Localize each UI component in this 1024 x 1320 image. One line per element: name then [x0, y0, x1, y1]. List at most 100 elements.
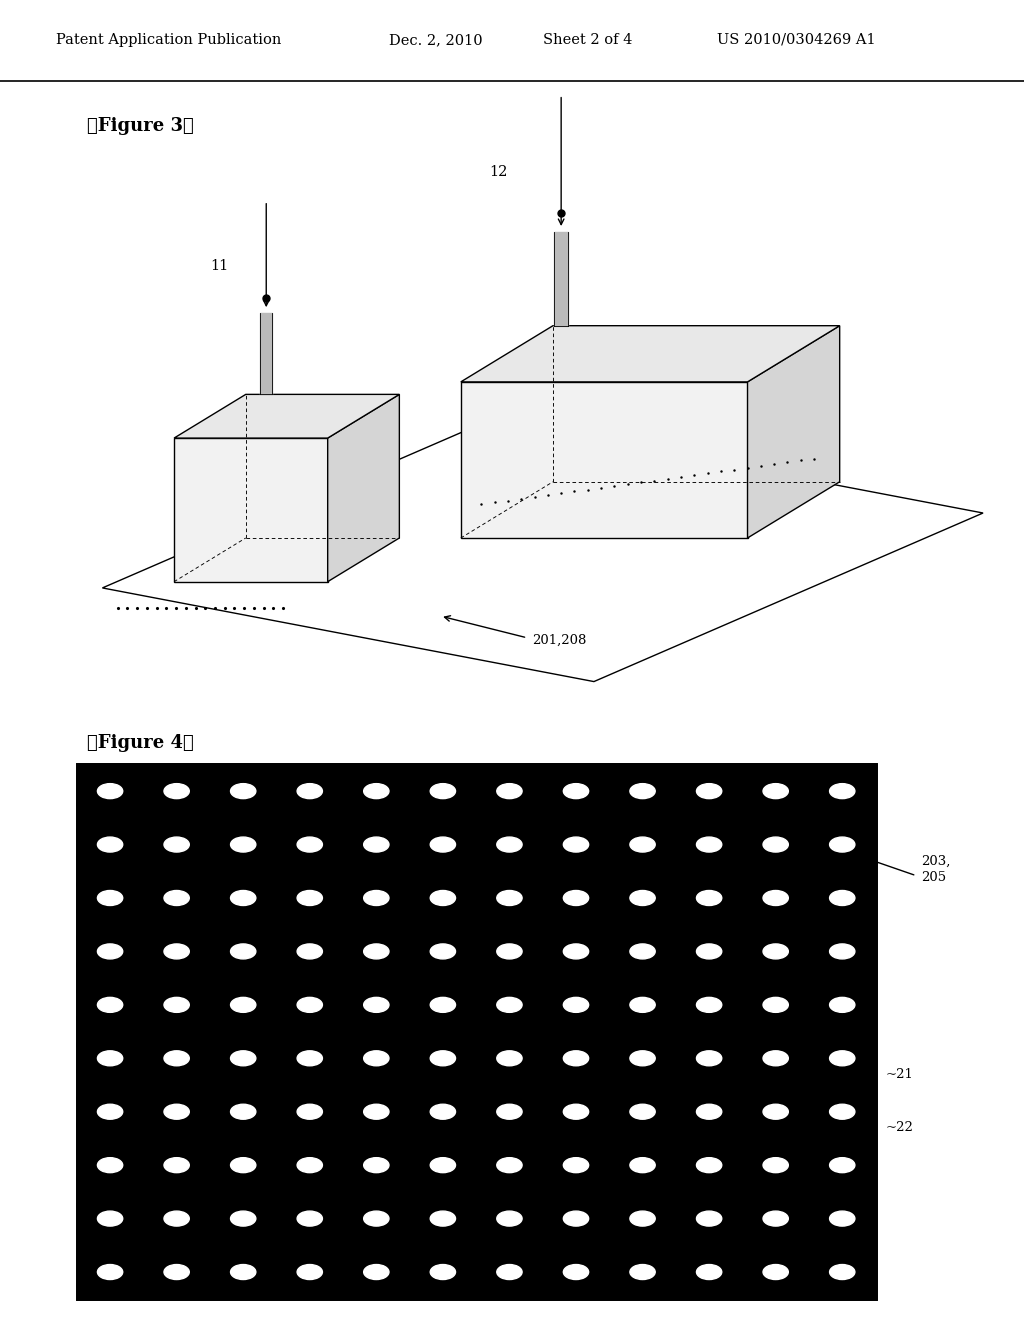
Circle shape [210, 875, 244, 895]
Circle shape [676, 875, 709, 895]
Circle shape [410, 1035, 443, 1055]
Circle shape [510, 1275, 543, 1295]
Circle shape [842, 1222, 876, 1242]
Circle shape [676, 1222, 709, 1242]
Circle shape [443, 1168, 476, 1188]
Circle shape [276, 1222, 310, 1242]
Circle shape [176, 768, 210, 788]
Circle shape [430, 1105, 456, 1119]
Circle shape [577, 1196, 609, 1216]
Circle shape [543, 954, 575, 974]
Circle shape [476, 1275, 510, 1295]
Circle shape [111, 902, 143, 921]
Circle shape [476, 954, 510, 974]
Circle shape [676, 1115, 709, 1135]
Circle shape [410, 1061, 443, 1081]
Circle shape [77, 847, 111, 867]
Text: 【Figure 4】: 【Figure 4】 [87, 734, 194, 752]
Circle shape [164, 1105, 189, 1119]
Circle shape [77, 1061, 111, 1081]
Circle shape [842, 768, 876, 788]
Circle shape [630, 891, 655, 906]
Circle shape [742, 821, 776, 841]
Circle shape [776, 1008, 809, 1028]
Circle shape [497, 837, 522, 853]
Circle shape [776, 1249, 809, 1269]
Circle shape [643, 847, 676, 867]
Circle shape [210, 902, 244, 921]
Circle shape [276, 768, 310, 788]
Circle shape [77, 1222, 111, 1242]
Circle shape [77, 875, 111, 895]
Circle shape [143, 954, 176, 974]
Circle shape [776, 1275, 809, 1295]
Circle shape [630, 784, 655, 799]
Circle shape [543, 1061, 575, 1081]
Circle shape [410, 768, 443, 788]
Circle shape [97, 837, 123, 853]
Circle shape [842, 1008, 876, 1028]
Circle shape [630, 1210, 655, 1226]
Circle shape [709, 1222, 742, 1242]
Circle shape [809, 1035, 842, 1055]
Circle shape [364, 784, 389, 799]
Circle shape [842, 1249, 876, 1269]
Circle shape [497, 998, 522, 1012]
Circle shape [176, 902, 210, 921]
Circle shape [164, 1051, 189, 1065]
Circle shape [476, 1222, 510, 1242]
Circle shape [276, 1196, 310, 1216]
Text: Dec. 2, 2010: Dec. 2, 2010 [389, 33, 482, 46]
Circle shape [829, 1210, 855, 1226]
Circle shape [476, 1249, 510, 1269]
Circle shape [210, 1275, 244, 1295]
Circle shape [709, 1115, 742, 1135]
Circle shape [377, 1115, 410, 1135]
Circle shape [443, 768, 476, 788]
Circle shape [244, 954, 276, 974]
Circle shape [210, 1089, 244, 1109]
Circle shape [77, 821, 111, 841]
Circle shape [643, 1275, 676, 1295]
Circle shape [676, 1168, 709, 1188]
Circle shape [510, 928, 543, 948]
Circle shape [210, 1196, 244, 1216]
Circle shape [143, 1168, 176, 1188]
Circle shape [143, 1061, 176, 1081]
Circle shape [543, 1275, 575, 1295]
Circle shape [343, 1275, 377, 1295]
Circle shape [696, 1158, 722, 1172]
Circle shape [309, 768, 343, 788]
Circle shape [97, 784, 123, 799]
Circle shape [377, 1008, 410, 1028]
Circle shape [829, 1105, 855, 1119]
Circle shape [563, 1105, 589, 1119]
Circle shape [563, 1210, 589, 1226]
Circle shape [829, 837, 855, 853]
Circle shape [176, 847, 210, 867]
Circle shape [443, 1249, 476, 1269]
Circle shape [377, 1249, 410, 1269]
Circle shape [609, 1115, 643, 1135]
Circle shape [609, 768, 643, 788]
Circle shape [829, 944, 855, 958]
Circle shape [309, 1249, 343, 1269]
Circle shape [809, 1249, 842, 1269]
Polygon shape [328, 395, 399, 582]
Circle shape [111, 1168, 143, 1188]
Circle shape [410, 1089, 443, 1109]
Circle shape [410, 1142, 443, 1162]
Circle shape [577, 1168, 609, 1188]
Circle shape [410, 1222, 443, 1242]
Circle shape [443, 1115, 476, 1135]
Circle shape [77, 1089, 111, 1109]
Circle shape [377, 1275, 410, 1295]
Polygon shape [174, 395, 399, 438]
Circle shape [563, 1158, 589, 1172]
Circle shape [543, 847, 575, 867]
Circle shape [377, 902, 410, 921]
Circle shape [577, 875, 609, 895]
Circle shape [111, 1035, 143, 1055]
Circle shape [842, 1035, 876, 1055]
Circle shape [309, 1061, 343, 1081]
